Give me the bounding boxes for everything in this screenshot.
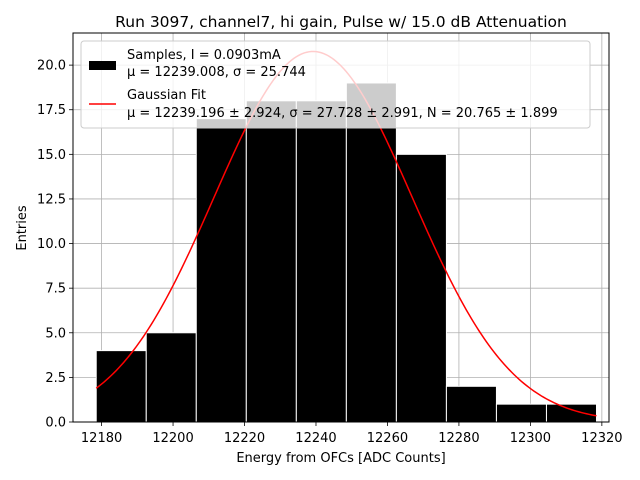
histogram-bar: [245, 100, 297, 423]
histogram-bar: [95, 350, 147, 423]
x-axis-ticks: 12180 12200 12220 12240 12260 12280 12300 12320: [81, 422, 623, 446]
histogram-bar: [295, 100, 347, 423]
legend-fit-stats: μ = 12239.196 ± 2.924, σ = 27.728 ± 2.99…: [127, 106, 558, 121]
histogram-bar: [545, 403, 597, 423]
y-tick-label: 2.5: [45, 371, 66, 386]
histogram-bar: [145, 332, 197, 423]
legend-fit-label: Gaussian Fit: [127, 88, 206, 103]
x-tick-label: 12280: [438, 431, 479, 446]
y-tick-label: 0.0: [45, 416, 66, 431]
histogram-bar: [445, 385, 497, 423]
chart-title: Run 3097, channel7, hi gain, Pulse w/ 15…: [115, 13, 567, 31]
y-tick-label: 10.0: [37, 237, 66, 252]
y-axis-label: Entries: [15, 205, 30, 251]
y-tick-label: 17.5: [37, 103, 66, 118]
x-tick-label: 12220: [224, 431, 265, 446]
legend-samples-stats: μ = 12239.008, σ = 25.744: [127, 65, 306, 80]
y-axis-ticks: 0.0 2.5 5.0 7.5 10.0 12.5 15.0 17.5 20.0: [37, 59, 73, 431]
x-tick-label: 12240: [295, 431, 336, 446]
legend-box: [80, 40, 591, 129]
y-tick-label: 5.0: [45, 326, 66, 341]
x-tick-label: 12260: [367, 431, 408, 446]
histogram-bars: [95, 82, 597, 423]
x-tick-label: 12300: [510, 431, 551, 446]
legend-samples-swatch: [89, 61, 116, 70]
y-tick-label: 20.0: [37, 59, 66, 74]
y-tick-label: 15.0: [37, 148, 66, 163]
legend: Samples, I = 0.0903mA μ = 12239.008, σ =…: [80, 40, 591, 129]
x-tick-label: 12180: [81, 431, 122, 446]
histogram-bar: [345, 82, 397, 423]
x-tick-label: 12320: [581, 431, 622, 446]
x-tick-label: 12200: [152, 431, 193, 446]
histogram-bar: [395, 153, 447, 423]
plot-frame: [72, 32, 610, 423]
histogram-bar: [495, 403, 547, 423]
y-tick-label: 7.5: [45, 282, 66, 297]
y-tick-label: 12.5: [37, 192, 66, 207]
x-axis-label: Energy from OFCs [ADC Counts]: [236, 451, 445, 466]
legend-samples-label: Samples, I = 0.0903mA: [127, 48, 281, 63]
histogram-bar: [195, 118, 247, 423]
